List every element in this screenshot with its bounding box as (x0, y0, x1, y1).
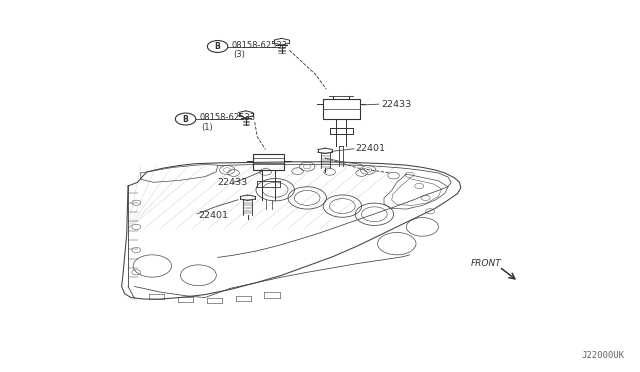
Text: 08158-62533: 08158-62533 (231, 41, 287, 49)
Text: (1): (1) (201, 123, 212, 132)
Text: B: B (183, 115, 188, 124)
Text: 22433: 22433 (381, 100, 411, 109)
Bar (323, 99, 360, 119)
Text: J22000UK: J22000UK (581, 351, 624, 360)
Text: 22401: 22401 (355, 144, 385, 153)
Text: 22401: 22401 (198, 211, 228, 220)
Text: (3): (3) (233, 50, 245, 59)
Text: 08158-62533: 08158-62533 (199, 113, 255, 122)
Bar (253, 154, 284, 170)
Text: B: B (215, 42, 220, 51)
Text: FRONT: FRONT (471, 259, 502, 267)
Text: 22433: 22433 (218, 178, 248, 187)
